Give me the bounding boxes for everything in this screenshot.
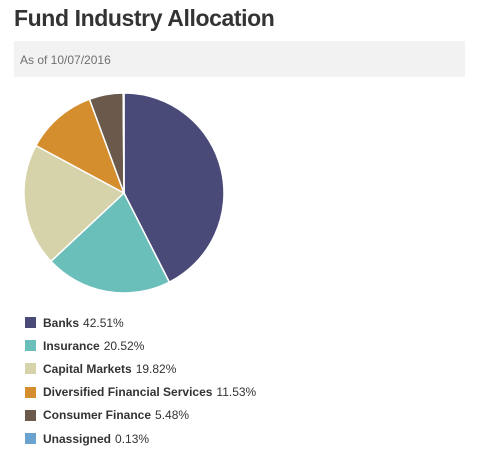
pie-chart-area [23,92,225,294]
legend-value: 42.51% [83,315,124,330]
pie-chart [23,92,225,294]
legend-label: Unassigned [43,431,112,446]
as-of-date: As of 10/07/2016 [20,53,111,67]
legend-value: 0.13% [115,431,150,446]
legend-label: Diversified Financial Services [43,385,213,400]
legend-value: 20.52% [103,338,145,353]
legend-item-unassigned[interactable]: Unassigned 0.13% [25,427,256,450]
legend-label: Banks [43,315,80,330]
legend-swatch [25,340,36,352]
pie-slice-unassigned[interactable] [122,92,125,194]
legend-item-insurance[interactable]: Insurance 20.52% [25,334,256,357]
legend-swatch [25,363,36,375]
legend-value: 11.53% [216,385,257,400]
legend-value: 5.48% [155,408,190,423]
legend-swatch [25,386,36,398]
pie-slice-banks[interactable] [123,92,225,283]
pie-slice-insurance[interactable] [50,192,171,294]
legend-label: Consumer Finance [43,408,152,423]
legend-swatch [25,317,36,329]
pie-slice-diversified-financial-services[interactable] [35,98,125,194]
legend-swatch [25,409,36,421]
chart-title: Fund Industry Allocation [14,5,275,31]
legend-label: Insurance [43,338,100,353]
legend-swatch [25,433,36,445]
legend-item-capital-markets[interactable]: Capital Markets 19.82% [25,357,256,380]
legend-item-diversified-financial-services[interactable]: Diversified Financial Services 11.53% [25,381,256,404]
legend-item-banks[interactable]: Banks 42.51% [25,311,256,334]
legend-item-consumer-finance[interactable]: Consumer Finance 5.48% [25,404,256,427]
as-of-bar: As of 10/07/2016 [14,41,465,77]
pie-slice-capital-markets[interactable] [23,144,125,263]
chart-legend: Banks 42.51% Insurance 20.52% Capital Market… [25,311,256,450]
legend-label: Capital Markets [43,361,132,376]
legend-value: 19.82% [135,361,177,376]
